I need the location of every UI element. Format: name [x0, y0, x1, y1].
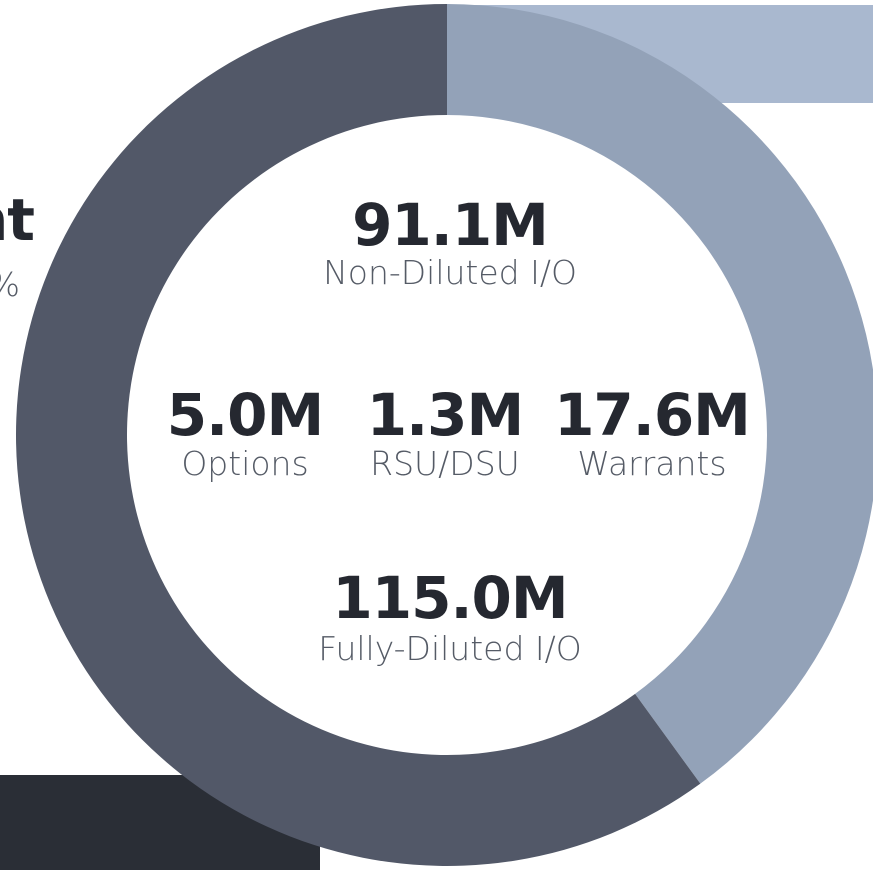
stat-value: 1.3M	[367, 381, 523, 449]
stat-value: 5.0M	[167, 381, 323, 449]
stat-value: 91.1M	[352, 191, 548, 259]
stat-label: Warrants	[577, 444, 726, 483]
stat-value: 17.6M	[554, 381, 750, 449]
donut	[15, 4, 873, 867]
donut-segment	[447, 4, 873, 784]
stat-label: Fully-Diluted I/O	[318, 629, 581, 668]
stat-label: Options	[181, 444, 308, 483]
stat-value: 115.0M	[332, 564, 567, 632]
stat-label: Non-Diluted I/O	[323, 253, 577, 292]
stat-label: RSU/DSU	[370, 444, 520, 483]
title-fragment: nt	[0, 186, 34, 254]
donut-segment	[15, 4, 701, 867]
subtitle-fragment: %	[0, 265, 20, 304]
